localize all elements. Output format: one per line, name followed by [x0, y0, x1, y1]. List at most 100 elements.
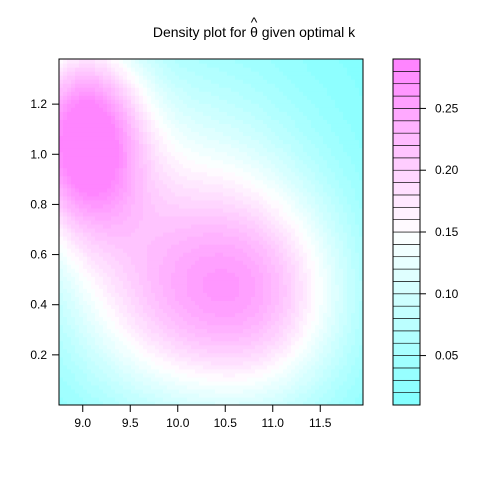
density-cell — [339, 368, 344, 374]
density-cell — [339, 360, 344, 366]
density-cell — [271, 356, 276, 362]
density-cell — [59, 296, 64, 301]
density-cell — [339, 328, 344, 334]
density-cell — [219, 376, 224, 382]
density-cell — [307, 203, 312, 209]
density-cell — [195, 256, 200, 261]
density-cell — [303, 167, 308, 173]
density-cell — [195, 348, 200, 354]
density-cell — [315, 336, 320, 342]
density-cell — [235, 244, 240, 249]
density-cell — [119, 364, 124, 370]
density-cell — [203, 336, 208, 342]
density-cell — [119, 147, 124, 153]
density-cell — [147, 340, 152, 346]
density-cell — [79, 372, 84, 378]
density-cell — [275, 304, 280, 310]
density-cell — [359, 264, 363, 269]
density-cell — [103, 324, 108, 330]
density-cell — [191, 380, 196, 386]
density-cell — [151, 240, 156, 245]
density-cell — [191, 260, 196, 265]
density-cell — [151, 368, 156, 374]
density-cell — [359, 364, 363, 370]
density-cell — [179, 143, 184, 149]
density-cell — [131, 179, 136, 185]
density-cell — [219, 155, 224, 161]
density-cell — [183, 288, 188, 293]
density-cell — [307, 155, 312, 161]
density-cell — [171, 139, 176, 145]
density-cell — [203, 260, 208, 265]
density-cell — [63, 344, 68, 350]
density-cell — [107, 207, 112, 213]
density-cell — [211, 240, 216, 245]
density-cell — [103, 372, 108, 378]
density-cell — [139, 260, 144, 265]
density-cell — [191, 187, 196, 193]
density-cell — [319, 256, 324, 261]
density-cell — [119, 372, 124, 378]
density-cell — [155, 232, 160, 237]
density-cell — [171, 376, 176, 382]
density-cell — [231, 332, 236, 338]
density-cell — [67, 195, 72, 201]
density-cell — [283, 396, 288, 402]
density-cell — [331, 195, 336, 201]
density-cell — [227, 244, 232, 249]
density-cell — [147, 348, 152, 354]
density-cell — [243, 304, 248, 310]
density-cell — [283, 236, 288, 241]
density-cell — [91, 143, 96, 149]
density-cell — [59, 244, 64, 249]
density-cell — [259, 227, 264, 233]
density-cell — [199, 236, 204, 241]
density-cell — [183, 147, 188, 153]
density-cell — [211, 348, 216, 354]
density-cell — [299, 143, 304, 149]
density-cell — [59, 268, 64, 273]
density-cell — [199, 276, 204, 281]
density-cell — [203, 376, 208, 382]
density-cell — [263, 199, 268, 205]
density-cell — [167, 232, 172, 237]
density-cell — [311, 284, 316, 289]
density-cell — [315, 183, 320, 189]
density-cell — [99, 300, 104, 306]
density-cell — [99, 356, 104, 362]
density-cell — [331, 167, 336, 173]
density-cell — [135, 256, 140, 261]
density-cell — [359, 155, 363, 161]
density-cell — [315, 376, 320, 382]
density-cell — [75, 316, 80, 322]
density-cell — [247, 195, 252, 201]
density-cell — [195, 344, 200, 350]
density-cell — [135, 324, 140, 330]
density-cell — [147, 368, 152, 374]
density-cell — [163, 384, 168, 390]
density-cell — [87, 376, 92, 382]
density-cell — [219, 284, 224, 289]
density-cell — [95, 356, 100, 362]
density-cell — [183, 272, 188, 277]
density-cell — [207, 223, 212, 229]
density-cell — [167, 183, 172, 189]
density-cell — [195, 372, 200, 378]
density-cell — [263, 304, 268, 310]
density-cell — [167, 171, 172, 177]
density-cell — [171, 211, 176, 217]
density-cell — [267, 276, 272, 281]
density-cell — [287, 284, 292, 289]
density-cell — [99, 396, 104, 402]
density-cell — [151, 260, 156, 265]
density-cell — [59, 376, 64, 382]
density-cell — [287, 203, 292, 209]
density-cell — [123, 203, 128, 209]
density-cell — [339, 272, 344, 277]
density-cell — [79, 203, 84, 209]
density-cell — [335, 151, 340, 157]
density-cell — [315, 159, 320, 165]
density-cell — [331, 227, 336, 233]
density-cell — [95, 320, 100, 326]
density-cell — [299, 264, 304, 269]
